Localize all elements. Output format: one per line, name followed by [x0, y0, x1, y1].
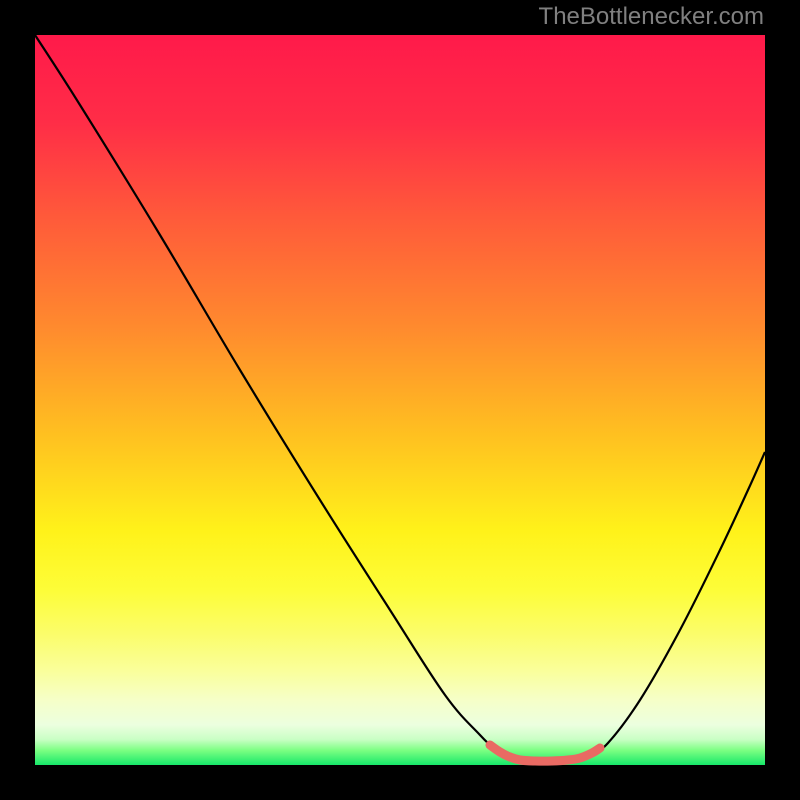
- bottom-highlight: [490, 745, 600, 761]
- chart-svg: [0, 0, 800, 800]
- valley-curve: [35, 35, 765, 760]
